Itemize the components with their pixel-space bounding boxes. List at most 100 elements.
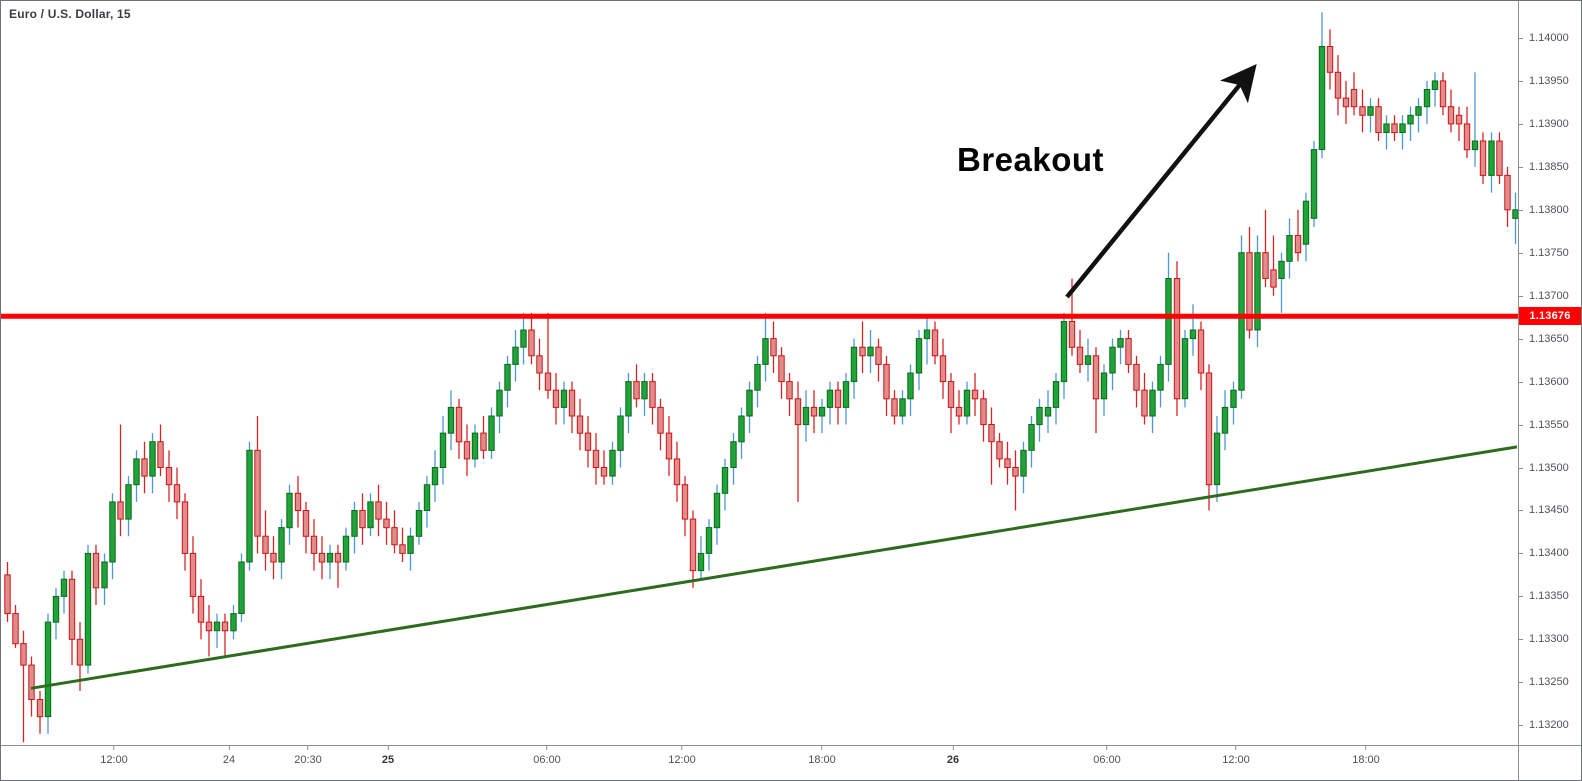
time-tick-mark [546, 746, 548, 750]
price-tick-label: 1.13850 [1529, 161, 1569, 173]
candle [141, 441, 148, 494]
candle [996, 433, 1003, 468]
candle [205, 605, 213, 657]
candle [681, 476, 689, 537]
candle [1375, 98, 1382, 141]
candle [1383, 115, 1390, 150]
price-tick-label: 1.13200 [1529, 719, 1569, 731]
candle [1028, 416, 1035, 468]
price-tick-label: 1.13350 [1529, 590, 1569, 602]
candle [867, 330, 874, 373]
candle [850, 338, 858, 399]
price-tick: 1.13750 [1519, 246, 1581, 260]
candle [1488, 132, 1495, 193]
price-tick-label: 1.13450 [1529, 504, 1569, 516]
time-tick-mark [387, 746, 389, 750]
candle [1100, 364, 1108, 416]
candle [665, 416, 673, 477]
time-tick: 18:00 [1352, 746, 1380, 766]
price-tick-label: 1.13500 [1529, 462, 1569, 474]
candle [246, 441, 253, 571]
price-tick-mark [1519, 381, 1523, 383]
candle [415, 501, 423, 545]
candles-canvas[interactable] [1, 1, 1518, 745]
candle [891, 390, 898, 425]
price-tick-mark [1519, 166, 1523, 168]
candle [1230, 381, 1237, 425]
candle [1197, 321, 1205, 391]
time-tick: 06:00 [1093, 746, 1121, 766]
time-axis[interactable]: 12:00 24 20:30 25 06:00 12:00 18:00 26 06:00 12:0… [1, 746, 1518, 780]
candle [318, 536, 326, 580]
candle [617, 407, 624, 468]
price-tick-label: 1.13700 [1529, 290, 1569, 302]
candle [1117, 330, 1124, 365]
price-tick-mark [1519, 467, 1523, 469]
candle [504, 355, 511, 408]
candle [12, 605, 19, 648]
candle [20, 630, 27, 743]
candle [931, 321, 939, 365]
candle [1221, 390, 1229, 451]
candle [1326, 29, 1334, 90]
candle [1278, 252, 1285, 313]
price-tick-mark [1519, 123, 1523, 125]
candle [262, 510, 269, 571]
price-axis[interactable]: 1.13676 1.14000 1.13950 1.13900 1.13850 1.13… [1518, 1, 1581, 745]
candle [1463, 106, 1471, 159]
candle [278, 519, 285, 580]
time-tick-label: 24 [222, 754, 236, 766]
time-tick: 12:00 [668, 746, 696, 766]
price-tick-mark [1519, 295, 1523, 297]
candle [649, 373, 656, 425]
candle [1044, 390, 1052, 434]
price-tick-mark [1519, 424, 1523, 426]
candle [1125, 330, 1132, 373]
candle [592, 433, 600, 485]
candle [439, 416, 447, 485]
breakout-arrow[interactable] [1065, 64, 1257, 299]
candle [988, 407, 995, 485]
time-tick-label: 20:30 [294, 754, 322, 766]
breakout-annotation-text[interactable]: Breakout [957, 141, 1105, 178]
candle [963, 381, 971, 425]
candle [1133, 355, 1140, 408]
candle [1359, 89, 1366, 133]
trendline[interactable] [30, 445, 1518, 690]
candle [101, 553, 108, 605]
candle [230, 605, 237, 640]
candle [213, 613, 221, 648]
candle [520, 312, 527, 365]
candle [254, 416, 261, 554]
candle [270, 536, 277, 580]
price-tick-mark [1519, 509, 1523, 511]
candle [1439, 72, 1447, 116]
candle [286, 484, 293, 545]
time-tick-mark [952, 746, 954, 750]
price-tick-mark [1519, 209, 1523, 211]
candle [1173, 261, 1181, 416]
candle [1431, 72, 1439, 107]
time-tick-mark [307, 746, 309, 750]
chart-plot-area[interactable]: Euro / U.S. Dollar, 15 Breakout [1, 1, 1518, 745]
candle [907, 364, 914, 416]
candle [1036, 398, 1043, 442]
candle [746, 381, 753, 434]
candle [1189, 304, 1197, 356]
candle [359, 493, 366, 545]
candle [1334, 55, 1342, 116]
time-tick: 06:00 [533, 746, 561, 766]
candle [568, 381, 576, 434]
candle [1004, 441, 1011, 485]
price-tick: 1.13650 [1519, 332, 1581, 346]
time-tick-mark [1106, 746, 1108, 750]
candle [238, 553, 245, 623]
candle [600, 450, 608, 485]
price-tick-mark [1519, 724, 1523, 726]
price-tick-label: 1.13750 [1529, 247, 1569, 259]
candle [480, 416, 487, 459]
candle [367, 493, 374, 537]
candle [713, 484, 721, 545]
candle [1060, 312, 1068, 399]
time-tick-label: 12:00 [100, 754, 128, 766]
